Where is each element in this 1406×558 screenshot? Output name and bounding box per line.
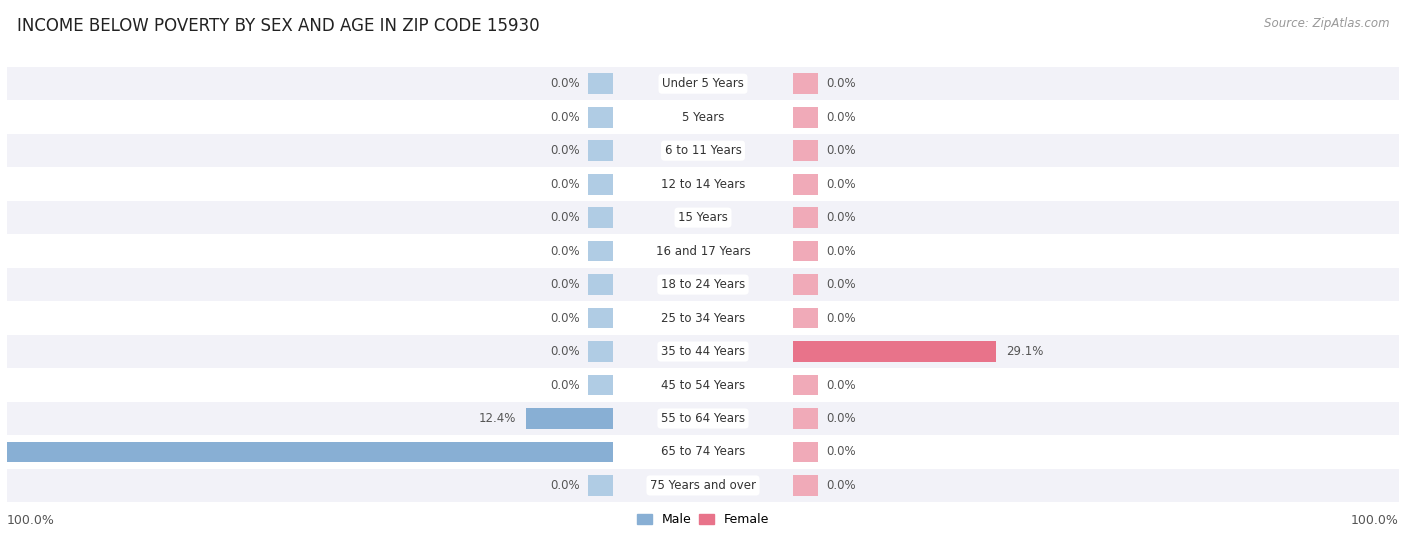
Text: 0.0%: 0.0% [827,278,856,291]
Bar [793,307,818,329]
Bar [7,402,1399,435]
Bar [793,107,818,128]
Text: 100.0%: 100.0% [7,514,55,527]
Bar [588,274,613,295]
Text: 0.0%: 0.0% [550,211,579,224]
Bar [793,207,818,228]
Bar [793,341,995,362]
Text: 12.4%: 12.4% [478,412,516,425]
Text: 0.0%: 0.0% [827,479,856,492]
Text: 0.0%: 0.0% [827,412,856,425]
Bar [793,374,818,396]
Text: 0.0%: 0.0% [550,144,579,157]
Bar [793,174,818,195]
Text: 0.0%: 0.0% [550,311,579,325]
Text: 0.0%: 0.0% [550,110,579,124]
Bar [526,408,613,429]
Text: Source: ZipAtlas.com: Source: ZipAtlas.com [1264,17,1389,30]
Bar [588,73,613,94]
Bar [588,374,613,396]
Bar [7,234,1399,268]
Bar [793,475,818,496]
Text: 0.0%: 0.0% [550,278,579,291]
Bar [588,475,613,496]
Text: 0.0%: 0.0% [827,77,856,90]
Bar [7,335,1399,368]
Text: 0.0%: 0.0% [827,378,856,392]
Text: 100.0%: 100.0% [1351,514,1399,527]
Text: 0.0%: 0.0% [550,244,579,258]
Text: 0.0%: 0.0% [550,345,579,358]
Text: INCOME BELOW POVERTY BY SEX AND AGE IN ZIP CODE 15930: INCOME BELOW POVERTY BY SEX AND AGE IN Z… [17,17,540,35]
Bar [7,435,1399,469]
Text: 0.0%: 0.0% [550,177,579,191]
Text: 0.0%: 0.0% [550,77,579,90]
Bar [588,341,613,362]
Bar [7,268,1399,301]
Bar [793,441,818,463]
Text: 5 Years: 5 Years [682,110,724,124]
Text: 0.0%: 0.0% [827,311,856,325]
Text: 0.0%: 0.0% [550,479,579,492]
Text: 35 to 44 Years: 35 to 44 Years [661,345,745,358]
Bar [588,140,613,161]
Bar [0,441,613,463]
Bar [7,67,1399,100]
Bar [793,408,818,429]
Text: 18 to 24 Years: 18 to 24 Years [661,278,745,291]
Bar [793,140,818,161]
Bar [7,301,1399,335]
Bar [793,73,818,94]
Text: 0.0%: 0.0% [827,110,856,124]
Text: Under 5 Years: Under 5 Years [662,77,744,90]
Bar [7,100,1399,134]
Text: 55 to 64 Years: 55 to 64 Years [661,412,745,425]
Text: 0.0%: 0.0% [550,378,579,392]
Bar [588,240,613,262]
Bar [588,107,613,128]
Text: 12 to 14 Years: 12 to 14 Years [661,177,745,191]
Bar [7,134,1399,167]
Bar [7,368,1399,402]
Bar [588,174,613,195]
Text: 45 to 54 Years: 45 to 54 Years [661,378,745,392]
Legend: Male, Female: Male, Female [637,513,769,526]
Bar [793,240,818,262]
Bar [7,201,1399,234]
Bar [588,307,613,329]
Text: 0.0%: 0.0% [827,144,856,157]
Text: 0.0%: 0.0% [827,244,856,258]
Bar [7,469,1399,502]
Text: 0.0%: 0.0% [827,211,856,224]
Text: 25 to 34 Years: 25 to 34 Years [661,311,745,325]
Text: 0.0%: 0.0% [827,177,856,191]
Text: 16 and 17 Years: 16 and 17 Years [655,244,751,258]
Text: 75 Years and over: 75 Years and over [650,479,756,492]
Text: 65 to 74 Years: 65 to 74 Years [661,445,745,459]
Bar [793,274,818,295]
Text: 29.1%: 29.1% [1007,345,1043,358]
Text: 15 Years: 15 Years [678,211,728,224]
Text: 6 to 11 Years: 6 to 11 Years [665,144,741,157]
Text: 0.0%: 0.0% [827,445,856,459]
Bar [7,167,1399,201]
Bar [588,207,613,228]
